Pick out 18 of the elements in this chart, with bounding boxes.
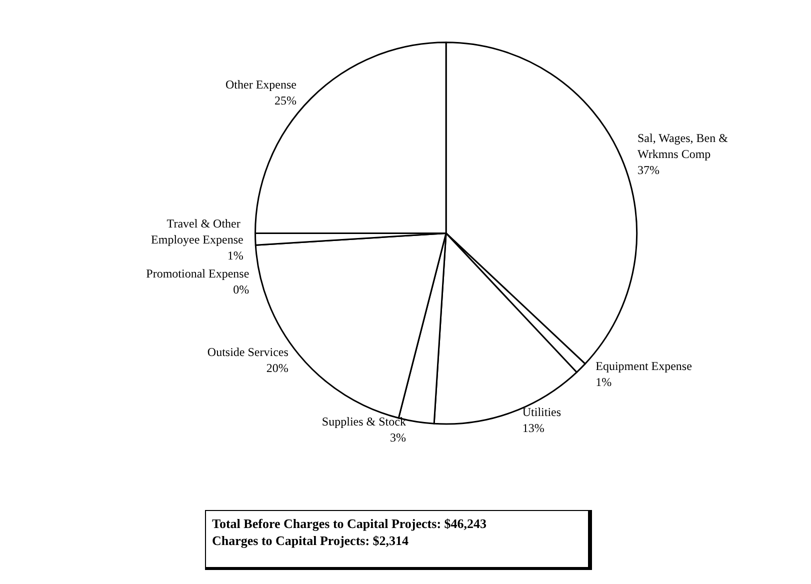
data-label: 1%: [596, 374, 612, 389]
slice-label: Supplies & Stock: [322, 414, 406, 429]
data-label: 3%: [390, 430, 406, 445]
data-label: 1%: [227, 248, 244, 262]
data-label: 37%: [638, 163, 660, 178]
slice-label: Equipment Expense: [596, 358, 692, 373]
slice-label: Travel & Other Employee Expense: [151, 216, 244, 246]
data-label: 13%: [522, 421, 544, 436]
slice-label: Sal, Wages, Ben & Wrkmns Comp: [638, 131, 731, 162]
category-label: Promotional Expense: [146, 266, 250, 280]
slice-label: Outside Services: [207, 344, 289, 359]
data-label: 25%: [274, 94, 296, 108]
text: Total Before Charges to Capital Projects: $46,243: [212, 515, 488, 532]
data-label: 20%: [266, 360, 288, 375]
slice-label: Utilities: [522, 405, 562, 420]
slice-label: Other Expense: [225, 78, 296, 92]
text: Charges to Capital Projects: $2,314: [212, 532, 410, 549]
text: 0%: [233, 282, 250, 296]
